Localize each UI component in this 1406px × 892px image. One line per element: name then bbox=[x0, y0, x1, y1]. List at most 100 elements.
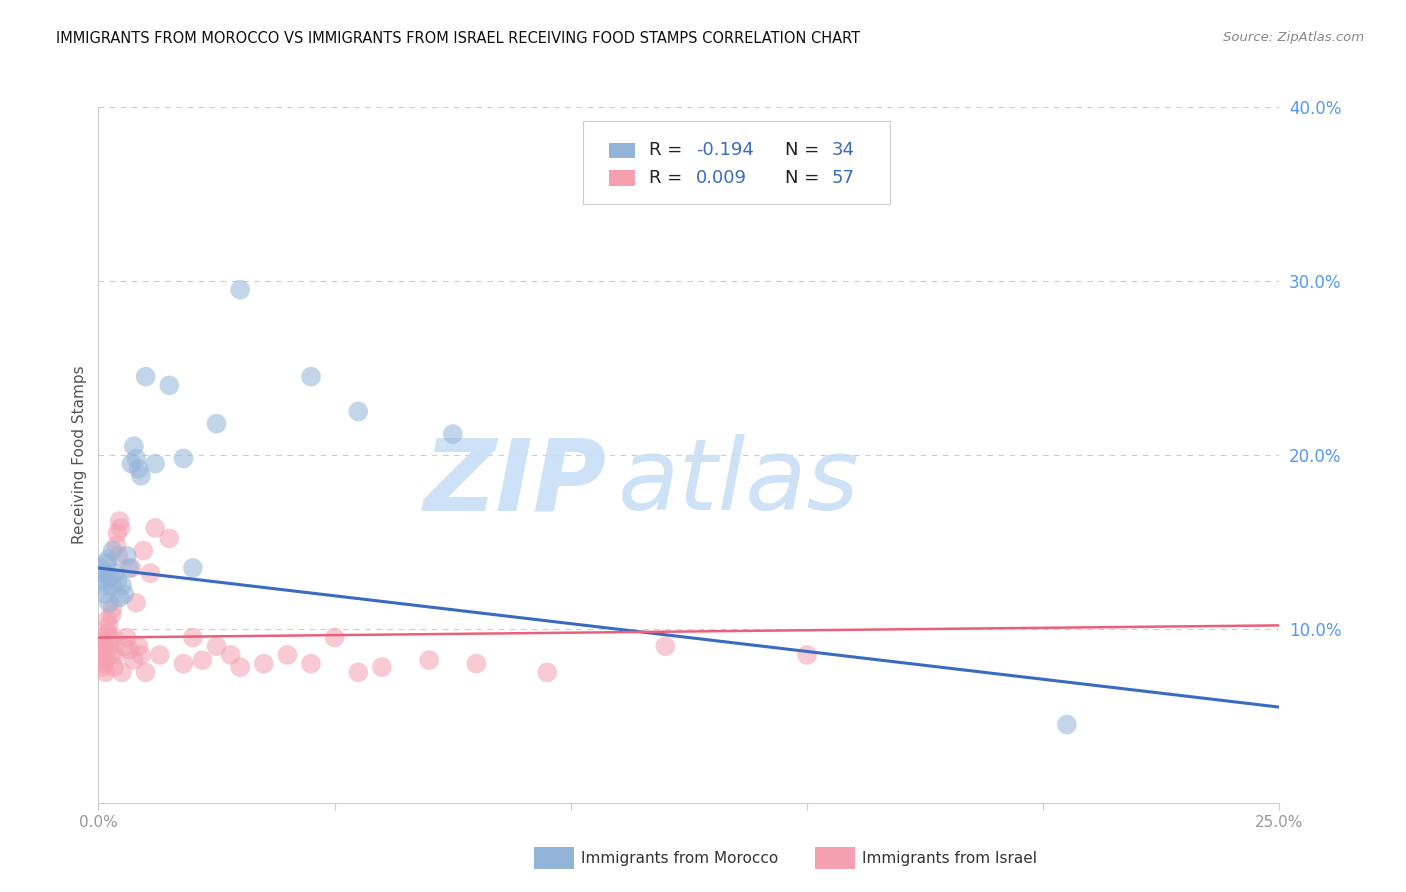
Text: 57: 57 bbox=[832, 169, 855, 187]
Text: 34: 34 bbox=[832, 141, 855, 159]
Point bbox=[654, 639, 676, 653]
Point bbox=[122, 653, 145, 667]
Point bbox=[93, 657, 115, 671]
Point bbox=[128, 639, 150, 653]
Text: R =: R = bbox=[648, 169, 688, 187]
Point bbox=[112, 587, 135, 601]
Point bbox=[90, 642, 112, 657]
Point bbox=[111, 578, 134, 592]
Y-axis label: Receiving Food Stamps: Receiving Food Stamps bbox=[72, 366, 87, 544]
FancyBboxPatch shape bbox=[582, 121, 890, 204]
Point bbox=[205, 639, 228, 653]
Point bbox=[118, 642, 141, 657]
Point bbox=[129, 468, 152, 483]
Point bbox=[105, 573, 128, 587]
Point bbox=[132, 543, 155, 558]
Point bbox=[91, 648, 114, 662]
Point bbox=[101, 543, 124, 558]
Point bbox=[129, 648, 152, 662]
Point bbox=[1056, 717, 1078, 731]
Point bbox=[121, 457, 143, 471]
Point bbox=[276, 648, 298, 662]
Point bbox=[253, 657, 276, 671]
Text: N =: N = bbox=[785, 169, 824, 187]
Point bbox=[135, 369, 157, 384]
Point bbox=[98, 639, 121, 653]
Point bbox=[104, 566, 127, 581]
Point bbox=[441, 427, 464, 442]
Point bbox=[108, 514, 131, 528]
Point bbox=[157, 378, 180, 392]
Point bbox=[105, 538, 128, 552]
Point bbox=[299, 369, 322, 384]
Point bbox=[118, 561, 141, 575]
Point bbox=[104, 648, 127, 662]
Point bbox=[139, 566, 162, 581]
Point bbox=[105, 526, 128, 541]
Point bbox=[465, 657, 488, 671]
Point bbox=[172, 451, 194, 466]
Point bbox=[418, 653, 440, 667]
FancyBboxPatch shape bbox=[609, 170, 634, 186]
Point bbox=[125, 451, 148, 466]
Point bbox=[299, 657, 322, 671]
Text: N =: N = bbox=[785, 141, 824, 159]
Text: ZIP: ZIP bbox=[423, 434, 606, 532]
Point bbox=[91, 660, 114, 674]
Point bbox=[93, 566, 115, 581]
Text: -0.194: -0.194 bbox=[696, 141, 754, 159]
Point bbox=[96, 613, 118, 627]
Point bbox=[205, 417, 228, 431]
Point bbox=[103, 631, 125, 645]
Point bbox=[121, 561, 143, 575]
Point bbox=[172, 657, 194, 671]
Point bbox=[347, 404, 370, 418]
Point bbox=[101, 601, 124, 615]
Text: Immigrants from Morocco: Immigrants from Morocco bbox=[581, 851, 778, 865]
Text: IMMIGRANTS FROM MOROCCO VS IMMIGRANTS FROM ISRAEL RECEIVING FOOD STAMPS CORRELAT: IMMIGRANTS FROM MOROCCO VS IMMIGRANTS FR… bbox=[56, 31, 860, 46]
Point bbox=[371, 660, 394, 674]
Point bbox=[97, 625, 120, 640]
Point bbox=[128, 462, 150, 476]
Point bbox=[536, 665, 558, 680]
Point bbox=[100, 578, 122, 592]
Point bbox=[115, 549, 138, 563]
Point bbox=[181, 561, 204, 575]
Point bbox=[135, 665, 157, 680]
Point bbox=[191, 653, 214, 667]
Point bbox=[98, 631, 121, 645]
Point bbox=[115, 631, 138, 645]
Point bbox=[229, 660, 252, 674]
Point bbox=[94, 587, 117, 601]
Text: R =: R = bbox=[648, 141, 688, 159]
Text: 0.009: 0.009 bbox=[696, 169, 747, 187]
Point bbox=[110, 521, 132, 535]
Point bbox=[90, 636, 112, 650]
Point bbox=[103, 660, 125, 674]
Point bbox=[97, 552, 120, 566]
Point bbox=[94, 665, 117, 680]
Point bbox=[122, 439, 145, 453]
Text: atlas: atlas bbox=[619, 434, 859, 532]
Point bbox=[96, 653, 118, 667]
Point bbox=[181, 631, 204, 645]
Point bbox=[149, 648, 172, 662]
Point bbox=[157, 532, 180, 546]
Point bbox=[91, 573, 114, 587]
Point bbox=[323, 631, 346, 645]
Point bbox=[229, 283, 252, 297]
Point bbox=[98, 570, 121, 584]
Text: Source: ZipAtlas.com: Source: ZipAtlas.com bbox=[1223, 31, 1364, 45]
Point bbox=[97, 596, 120, 610]
Point bbox=[347, 665, 370, 680]
Point bbox=[96, 556, 118, 570]
Point bbox=[100, 648, 122, 662]
Point bbox=[91, 578, 114, 592]
Point bbox=[108, 591, 131, 605]
Point bbox=[143, 457, 166, 471]
Text: Immigrants from Israel: Immigrants from Israel bbox=[862, 851, 1036, 865]
Point bbox=[112, 639, 135, 653]
Point bbox=[97, 618, 120, 632]
Point bbox=[89, 631, 111, 645]
Point bbox=[93, 639, 115, 653]
